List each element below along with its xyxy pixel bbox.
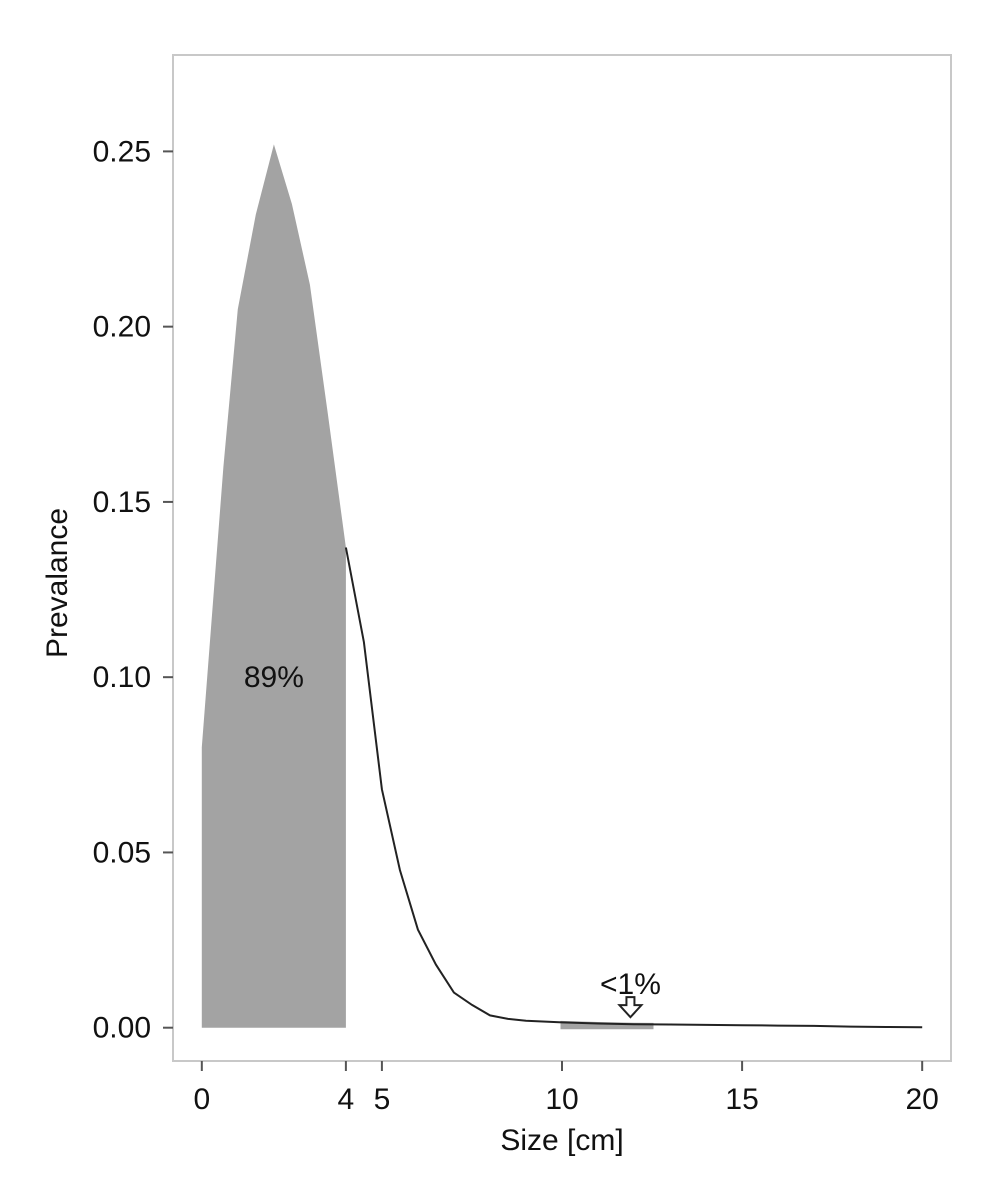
annotation-label: <1%	[600, 968, 661, 1001]
x-tick-label: 20	[905, 1083, 938, 1116]
x-axis: 0 4 5 10 15 20	[193, 1061, 939, 1116]
shaded-region-1	[201, 144, 346, 1028]
x-tick-label: 4	[338, 1083, 355, 1116]
y-tick-label: 0.10	[93, 661, 151, 694]
y-axis-title: Prevalance	[41, 508, 74, 658]
x-tick-label: 10	[545, 1083, 578, 1116]
y-tick-label: 0.15	[93, 486, 151, 519]
density-curve	[344, 547, 923, 1029]
y-tick-label: 0.00	[93, 1012, 151, 1045]
shaded-regions	[201, 144, 654, 1030]
y-axis: 0.00 0.05 0.10 0.15 0.20 0.25	[93, 135, 173, 1045]
annotation-label: 89%	[244, 661, 304, 694]
y-tick-label: 0.25	[93, 135, 151, 168]
x-tick-label: 15	[725, 1083, 758, 1116]
y-tick-label: 0.05	[93, 836, 151, 869]
y-tick-label: 0.20	[93, 311, 151, 344]
down-arrow-icon	[617, 996, 644, 1019]
series-line	[344, 547, 923, 1029]
x-axis-title: Size [cm]	[500, 1124, 623, 1157]
x-tick-label: 5	[374, 1083, 391, 1116]
x-tick-label: 0	[193, 1083, 210, 1116]
annotations: 89% <1%	[244, 661, 661, 1019]
